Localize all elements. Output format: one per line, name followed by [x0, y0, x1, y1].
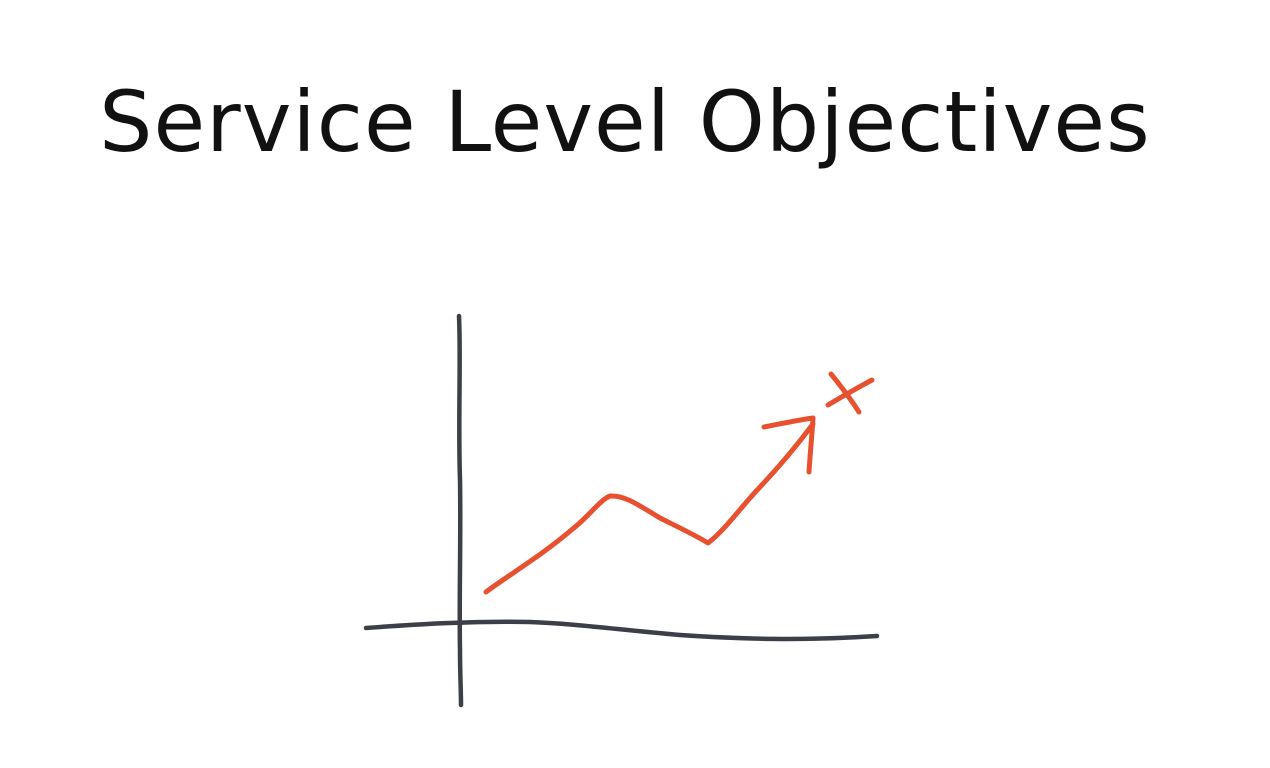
- cross-stroke-b: [825, 377, 875, 408]
- y-axis-line: [456, 313, 464, 708]
- x-axis-line: [363, 619, 880, 642]
- cross-stroke-a: [828, 371, 862, 415]
- axes-icon: [363, 313, 880, 708]
- trend-arrow-icon: [483, 415, 816, 595]
- target-cross-icon: [825, 371, 875, 415]
- trend-line: [483, 421, 816, 595]
- page-title: Service Level Objectives: [99, 73, 1151, 171]
- arrow-head: [761, 415, 816, 475]
